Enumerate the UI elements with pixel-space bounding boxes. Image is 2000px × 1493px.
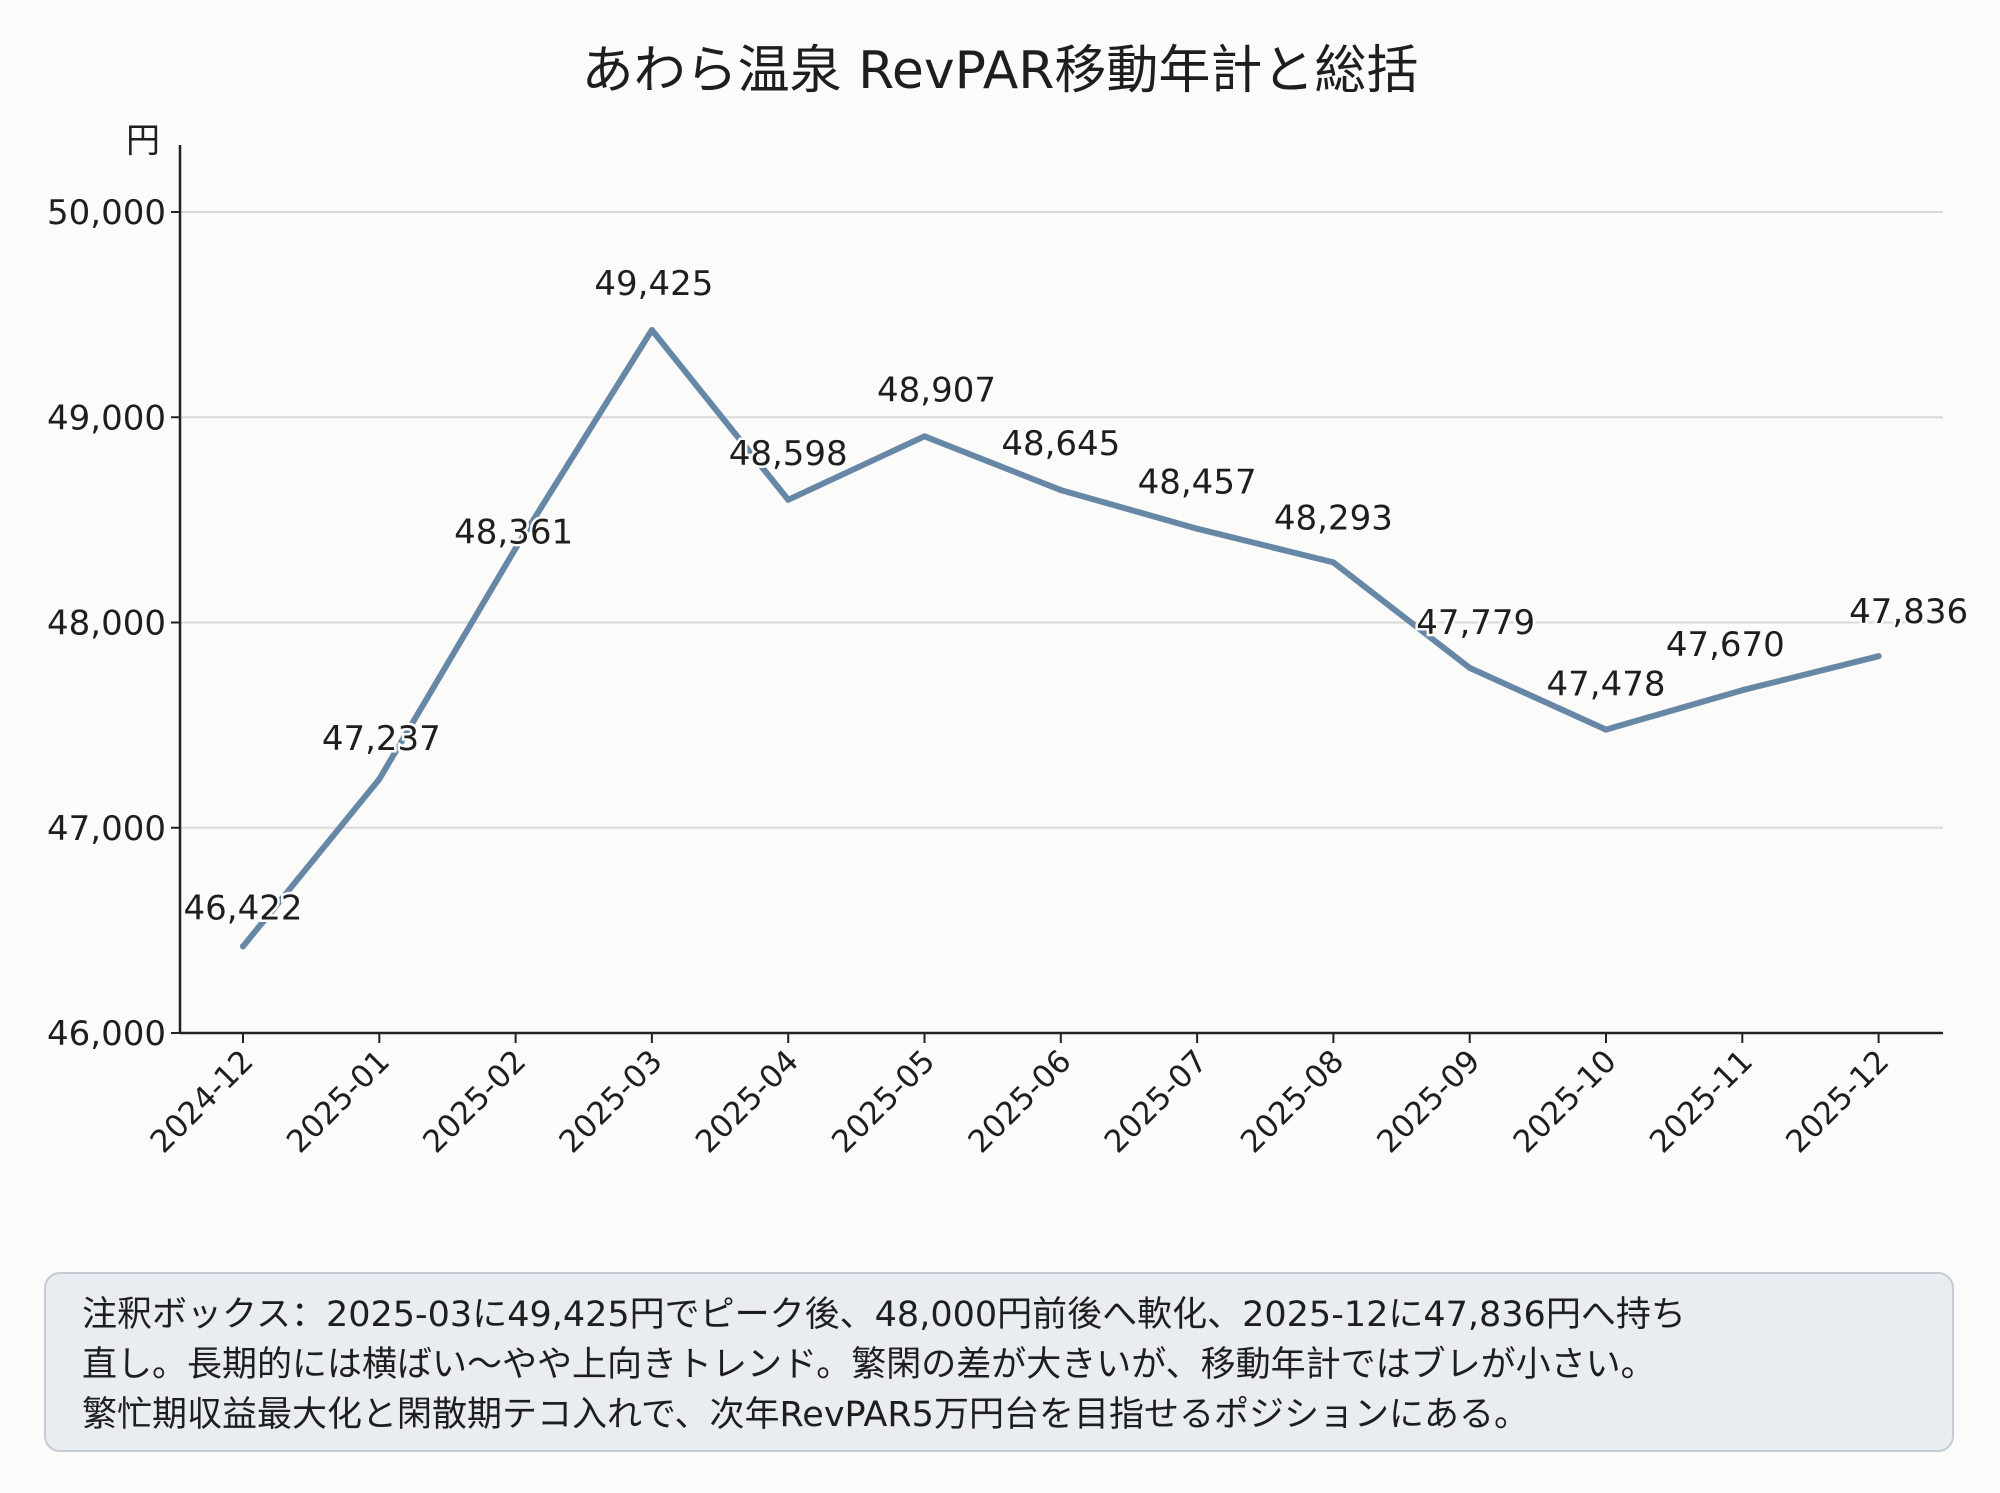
x-tick-label-2025-12: 2025-12 [1779, 1043, 1896, 1160]
data-label-2025-08: 48,293 [1274, 498, 1393, 538]
x-tick-label-2025-01: 2025-01 [280, 1043, 397, 1160]
data-label-2025-04: 48,598 [729, 434, 848, 474]
y-axis-unit-label: 円 [126, 121, 160, 161]
data-label-2025-10: 47,478 [1547, 665, 1666, 705]
x-tick-label-2025-09: 2025-09 [1370, 1043, 1487, 1160]
x-tick-label-2025-11: 2025-11 [1643, 1043, 1760, 1160]
x-tick-label-2025-10: 2025-10 [1507, 1043, 1624, 1160]
x-tick-label-2025-03: 2025-03 [553, 1043, 670, 1160]
data-label-2025-06: 48,645 [1001, 424, 1120, 464]
data-point-2025-06 [1057, 487, 1064, 494]
data-label-2025-11: 47,670 [1666, 625, 1785, 665]
revpar-series-line [240, 327, 1882, 950]
data-label-2025-01: 47,237 [322, 719, 441, 759]
y-tick-label-49000: 49,000 [47, 398, 166, 438]
axes [178, 145, 1943, 1035]
data-label-2025-05: 48,907 [877, 370, 996, 410]
data-label-2025-12: 47,836 [1849, 592, 1968, 632]
data-label-2025-03: 49,425 [594, 264, 713, 304]
data-point-2025-04 [785, 496, 792, 503]
data-label-2024-12: 46,422 [184, 888, 303, 928]
y-tick-label-47000: 47,000 [47, 809, 166, 849]
data-label-2025-02: 48,361 [454, 512, 573, 552]
x-axis-ticks: 2024-12 2025-01 2025-02 2025-03 2025-04 2025-… [144, 1033, 1896, 1160]
y-axis-ticks: 46,000 47,000 48,000 49,000 50,000 [47, 193, 180, 1054]
x-tick-label-2025-02: 2025-02 [416, 1043, 533, 1160]
annotation-line-2: 直し。長期的には横ばい〜やや上向きトレンド。繁閑の差が大きいが、移動年計ではブレ… [82, 1345, 1656, 1385]
chart-title: あわら温泉 RevPAR移動年計と総括 [582, 41, 1419, 101]
data-label-2025-09: 47,779 [1416, 603, 1535, 643]
data-point-2025-08 [1330, 559, 1337, 566]
data-point-2025-03 [648, 327, 655, 334]
data-label-2025-07: 48,457 [1138, 463, 1257, 503]
data-point-2025-01 [376, 776, 383, 783]
data-labels: 46,422 47,237 48,361 49,425 48,598 48,90748,6… [181, 262, 1971, 931]
annotation-box: 注釈ボックス：2025-03に49,425円でピーク後、48,000円前後へ軟化… [44, 1272, 1954, 1452]
x-tick-label-2025-05: 2025-05 [825, 1043, 942, 1160]
data-point-2025-12 [1875, 653, 1882, 660]
data-point-2025-10 [1603, 726, 1609, 733]
data-point-2025-11 [1739, 687, 1746, 694]
y-tick-label-48000: 48,000 [47, 604, 166, 644]
x-tick-label-2025-04: 2025-04 [689, 1043, 806, 1160]
annotation-line-3: 繁忙期収益最大化と閑散期テコ入れで、次年RevPAR5万円台を目指せるポジション… [82, 1395, 1529, 1435]
x-tick-label-2025-07: 2025-07 [1098, 1043, 1215, 1160]
data-point-2025-07 [1194, 525, 1201, 532]
x-tick-label-2024-12: 2024-12 [144, 1043, 261, 1160]
grid-lines [180, 211, 1943, 829]
x-tick-label-2025-06: 2025-06 [961, 1043, 1078, 1160]
data-point-2024-12 [240, 943, 246, 950]
x-tick-label-2025-08: 2025-08 [1234, 1043, 1351, 1160]
series-revpar [240, 327, 1882, 950]
data-point-2025-05 [921, 433, 928, 440]
y-tick-label-46000: 46,000 [47, 1014, 166, 1054]
data-point-2025-02 [512, 545, 519, 552]
y-tick-label-50000: 50,000 [47, 193, 166, 233]
annotation-line-1: 注釈ボックス：2025-03に49,425円でピーク後、48,000円前後へ軟化… [82, 1295, 1686, 1335]
data-point-2025-09 [1466, 664, 1473, 671]
revpar-line-chart: あわら温泉 RevPAR移動年計と総括 円 46,000 47,000 48,000… [47, 41, 1971, 1161]
